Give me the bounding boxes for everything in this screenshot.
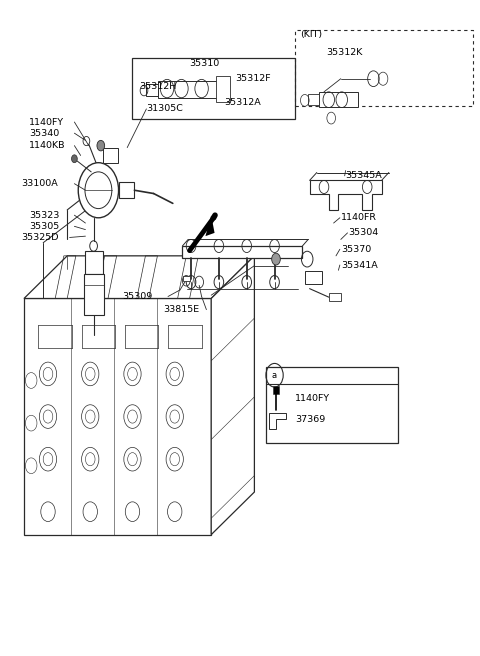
Text: 35312A: 35312A <box>225 98 262 108</box>
Text: 35370: 35370 <box>341 245 371 254</box>
Circle shape <box>272 253 280 265</box>
Text: 1140FY: 1140FY <box>295 394 330 403</box>
Text: 37369: 37369 <box>295 415 325 424</box>
Text: 1140FR: 1140FR <box>341 213 377 222</box>
Polygon shape <box>211 256 254 535</box>
Polygon shape <box>308 94 319 105</box>
Polygon shape <box>103 148 118 163</box>
Text: 33100A: 33100A <box>22 179 59 188</box>
Polygon shape <box>182 246 302 258</box>
Text: 35310: 35310 <box>190 59 220 68</box>
Text: 35340: 35340 <box>29 129 59 138</box>
Polygon shape <box>329 293 341 301</box>
Polygon shape <box>216 76 230 102</box>
Circle shape <box>72 155 77 163</box>
Text: 1140KB: 1140KB <box>29 141 65 150</box>
Polygon shape <box>319 92 358 107</box>
Text: 33815E: 33815E <box>163 305 199 314</box>
Polygon shape <box>305 271 322 284</box>
Polygon shape <box>24 256 254 298</box>
Text: 35345A: 35345A <box>346 171 383 180</box>
Polygon shape <box>310 180 382 210</box>
Polygon shape <box>119 182 134 198</box>
Polygon shape <box>205 215 215 236</box>
Polygon shape <box>85 251 103 274</box>
Polygon shape <box>273 386 279 394</box>
Text: 31305C: 31305C <box>146 104 183 113</box>
Circle shape <box>78 163 119 218</box>
Text: 35309: 35309 <box>122 292 153 301</box>
Text: 35304: 35304 <box>348 228 379 237</box>
Polygon shape <box>269 413 286 429</box>
Text: 35312K: 35312K <box>326 48 363 57</box>
Text: 35325D: 35325D <box>22 233 59 242</box>
Text: (KIT): (KIT) <box>300 30 322 39</box>
Polygon shape <box>146 84 158 96</box>
Polygon shape <box>24 298 211 535</box>
Text: 35323: 35323 <box>29 211 59 220</box>
Circle shape <box>97 140 105 151</box>
Text: a: a <box>272 371 277 380</box>
Polygon shape <box>158 81 223 98</box>
Text: 1140FY: 1140FY <box>29 117 64 127</box>
Polygon shape <box>84 274 104 315</box>
Polygon shape <box>183 276 190 281</box>
Text: 35312F: 35312F <box>235 74 271 83</box>
Text: 35312H: 35312H <box>139 82 177 91</box>
Text: 35341A: 35341A <box>341 260 378 270</box>
Text: 35305: 35305 <box>29 222 59 231</box>
